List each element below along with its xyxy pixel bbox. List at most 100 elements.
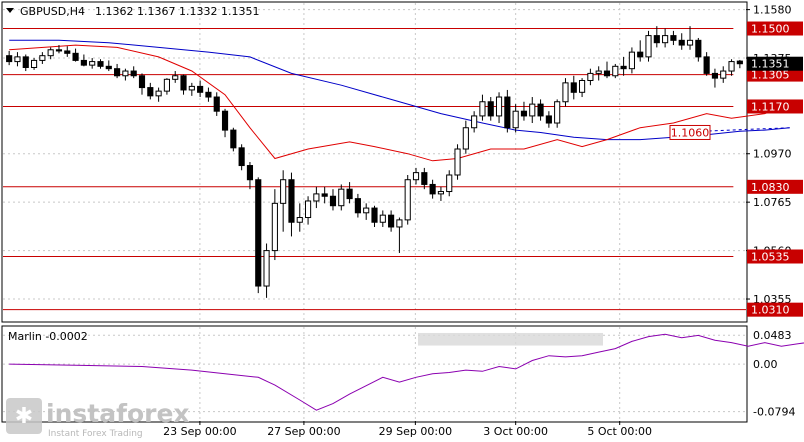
candle-body[interactable] <box>471 115 478 129</box>
candle-body[interactable] <box>388 214 395 228</box>
candle-body[interactable] <box>346 188 353 200</box>
candlesticks[interactable] <box>6 26 743 298</box>
candle-body[interactable] <box>271 202 278 252</box>
candle-body[interactable] <box>662 35 669 44</box>
candle-body[interactable] <box>728 61 735 72</box>
candle-body[interactable] <box>80 59 87 66</box>
candle-body[interactable] <box>454 148 461 176</box>
candle-body[interactable] <box>686 39 694 46</box>
candle-body[interactable] <box>670 35 677 41</box>
level-price-box[interactable] <box>747 302 803 317</box>
candle-body[interactable] <box>230 129 237 149</box>
price-axis[interactable]: 1.15801.13751.09701.07651.05601.03551.15… <box>746 4 803 317</box>
candle-body[interactable] <box>22 56 29 68</box>
candle-body[interactable] <box>338 188 345 207</box>
candle-body[interactable] <box>238 147 245 167</box>
candle-body[interactable] <box>172 75 179 80</box>
level-price-box[interactable] <box>747 179 803 194</box>
candle-body[interactable] <box>105 65 112 70</box>
candle-body[interactable] <box>429 183 436 195</box>
candle-body[interactable] <box>412 172 420 181</box>
candle-body[interactable] <box>396 219 403 228</box>
candle-body[interactable] <box>711 72 719 79</box>
candle-body[interactable] <box>147 87 154 97</box>
candle-body[interactable] <box>47 49 54 57</box>
candle-body[interactable] <box>495 96 503 117</box>
dropdown-icon[interactable] <box>6 8 14 13</box>
candle-body[interactable] <box>637 51 644 58</box>
candle-body[interactable] <box>39 55 46 61</box>
candle-body[interactable] <box>720 70 727 79</box>
candle-body[interactable] <box>587 72 594 81</box>
candle-body[interactable] <box>163 78 170 92</box>
candle-body[interactable] <box>570 82 577 93</box>
candle-body[interactable] <box>645 35 652 58</box>
candle-body[interactable] <box>122 70 129 77</box>
candle-body[interactable] <box>304 200 312 219</box>
candle-body[interactable] <box>329 195 337 207</box>
candle-body[interactable] <box>138 75 146 89</box>
candle-body[interactable] <box>97 61 104 67</box>
candle-body[interactable] <box>221 110 229 131</box>
candle-body[interactable] <box>595 70 602 74</box>
candle-body[interactable] <box>437 191 445 195</box>
candle-body[interactable] <box>529 103 536 117</box>
candle-body[interactable] <box>296 217 303 223</box>
candle-body[interactable] <box>703 56 710 74</box>
candle-body[interactable] <box>155 90 162 97</box>
candle-body[interactable] <box>446 174 453 193</box>
candle-body[interactable] <box>695 39 702 58</box>
candle-body[interactable] <box>462 127 469 150</box>
candle-body[interactable] <box>579 79 586 93</box>
candle-body[interactable] <box>504 96 511 129</box>
candle-body[interactable] <box>404 179 411 221</box>
current-price-box[interactable] <box>747 56 803 71</box>
candle-body[interactable] <box>603 70 611 77</box>
candle-body[interactable] <box>263 250 270 287</box>
candle-body[interactable] <box>736 60 743 65</box>
level-price-box[interactable] <box>747 99 803 114</box>
candle-body[interactable] <box>130 70 137 77</box>
candle-body[interactable] <box>180 75 187 91</box>
candle-body[interactable] <box>89 61 96 66</box>
candle-body[interactable] <box>628 51 635 70</box>
candle-body[interactable] <box>55 49 63 52</box>
candle-body[interactable] <box>354 198 361 214</box>
candle-body[interactable] <box>653 35 660 44</box>
candle-body[interactable] <box>512 110 519 129</box>
candle-body[interactable] <box>537 103 544 117</box>
candle-body[interactable] <box>479 101 486 117</box>
candle-body[interactable] <box>313 193 320 202</box>
candle-body[interactable] <box>280 179 287 204</box>
candle-body[interactable] <box>545 115 552 124</box>
candle-body[interactable] <box>379 214 386 223</box>
candle-body[interactable] <box>288 179 295 223</box>
candle-body[interactable] <box>6 55 13 63</box>
candle-body[interactable] <box>213 96 220 112</box>
candle-body[interactable] <box>371 207 378 223</box>
candle-body[interactable] <box>197 85 204 93</box>
candle-body[interactable] <box>520 110 528 117</box>
candle-body[interactable] <box>14 56 21 63</box>
candle-body[interactable] <box>554 101 561 124</box>
candle-body[interactable] <box>72 52 79 61</box>
candle-body[interactable] <box>421 172 428 185</box>
candle-body[interactable] <box>114 68 121 77</box>
candle-body[interactable] <box>30 59 38 68</box>
candle-body[interactable] <box>64 50 71 54</box>
level-price-box[interactable] <box>747 249 803 264</box>
candle-body[interactable] <box>612 65 619 77</box>
candle-body[interactable] <box>620 65 627 70</box>
candle-body[interactable] <box>246 165 254 181</box>
candle-body[interactable] <box>562 82 569 103</box>
level-price-box[interactable] <box>747 21 803 36</box>
candle-body[interactable] <box>487 101 494 117</box>
level-price-box[interactable] <box>747 67 803 82</box>
candle-body[interactable] <box>678 39 685 46</box>
candle-body[interactable] <box>363 207 370 214</box>
candle-body[interactable] <box>255 179 262 287</box>
candle-body[interactable] <box>188 85 195 91</box>
candle-body[interactable] <box>205 91 212 98</box>
candle-body[interactable] <box>321 193 328 197</box>
